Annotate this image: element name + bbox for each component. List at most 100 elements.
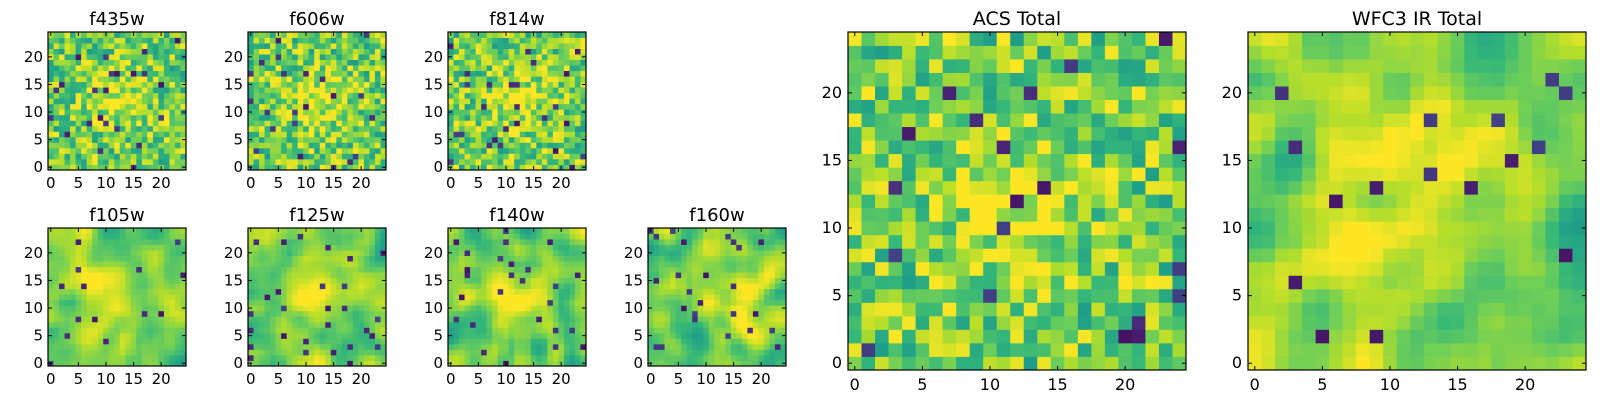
heatmap-cell [956,180,971,195]
heatmap-cell [281,92,288,99]
heatmap-cell [664,250,671,256]
heatmap-cell [453,142,460,149]
heatmap-cell [325,136,332,143]
heatmap-cell [119,332,126,339]
heatmap-cell [336,103,343,110]
heatmap-cell [481,343,488,350]
heatmap-cell [363,59,370,66]
heatmap-cell [248,343,254,350]
heatmap-cell [103,250,110,256]
heatmap-cell [141,349,148,356]
heatmap-cell [503,92,510,99]
heatmap-cell [719,272,726,279]
heatmap-cell [125,255,132,262]
heatmap-cell [174,103,181,110]
heatmap-cell [86,244,93,251]
heatmap-cell [541,153,548,160]
heatmap-cell [453,114,460,121]
heatmap-cell [297,147,304,154]
heatmap-cell [97,288,104,295]
heatmap-cell [519,316,526,323]
heatmap-cell [97,277,104,284]
heatmap-cell [774,294,781,301]
heatmap-cell [470,147,476,154]
heatmap-cell [141,266,148,273]
heatmap-cell [363,305,370,312]
heatmap-cell [514,327,521,334]
heatmap-cell [574,81,581,88]
heatmap-cell [541,343,548,350]
heatmap-cell [380,294,387,301]
heatmap-cell [780,239,787,245]
heatmap-cell [169,98,176,105]
heatmap-cell [130,244,137,251]
heatmap-cell [497,81,504,88]
heatmap-cell [130,233,137,240]
heatmap-cell [330,250,337,256]
heatmap-cell [125,327,132,334]
heatmap-cell [475,81,482,88]
heatmap-cell [708,266,715,273]
heatmap-cell [152,120,159,127]
heatmap-cell [352,131,359,138]
heatmap-cell [569,48,576,55]
heatmap-cell [547,98,554,105]
heatmap-cell [174,43,181,49]
heatmap-cell [730,343,737,350]
heatmap-cell [136,321,143,328]
heatmap-cell [1064,302,1079,317]
heatmap-cell [297,37,304,44]
heatmap-cell [336,125,343,132]
heatmap-cell [497,142,504,149]
heatmap-cell [275,81,282,88]
heatmap-cell [297,272,304,279]
heatmap-cell [725,332,732,339]
heatmap-cell [497,332,504,339]
heatmap-cell [374,136,381,143]
heatmap-cell [103,310,110,317]
heatmap-cell [286,147,293,154]
heatmap-cell [453,354,460,361]
heatmap-cell [653,354,660,361]
heatmap-cell [569,65,576,72]
heatmap-cell [286,32,293,38]
heatmap-cell [380,310,387,317]
heatmap-cell [53,233,60,240]
heatmap-cell [86,283,93,290]
heatmap-cell [286,272,293,279]
heatmap-cell [563,266,570,273]
heatmap-cell [369,244,376,251]
heatmap-cell [574,92,581,99]
heatmap-cell [758,332,765,339]
heatmap-cell [374,98,381,105]
heatmap-cell [664,266,671,273]
heatmap-cell [574,261,581,268]
heatmap-cell [119,142,126,149]
heatmap-cell [552,147,559,154]
heatmap-cell [888,302,903,317]
heatmap-cell [59,310,65,317]
heatmap-cell [169,327,176,334]
heatmap-cell [363,239,370,245]
heatmap-cell [774,261,781,268]
heatmap-cell [514,250,521,256]
heatmap-cell [259,239,265,245]
heatmap-cell [330,136,337,143]
x-tick-label: 5 [274,370,284,388]
heatmap-cell [552,272,559,279]
heatmap-cell [141,76,148,83]
heatmap-cell [64,283,71,290]
heatmap-cell [374,59,381,66]
heatmap-cell [136,294,143,301]
heatmap-cell [264,147,271,154]
heatmap-cell [70,316,76,323]
heatmap-cell [580,142,587,149]
heatmap-cell [558,332,565,339]
heatmap-cell [59,103,65,110]
heatmap-cell [1010,221,1025,236]
heatmap-cell [103,65,110,72]
heatmap-cell [292,299,299,306]
heatmap-cell [448,87,454,94]
heatmap-cell [292,32,299,38]
